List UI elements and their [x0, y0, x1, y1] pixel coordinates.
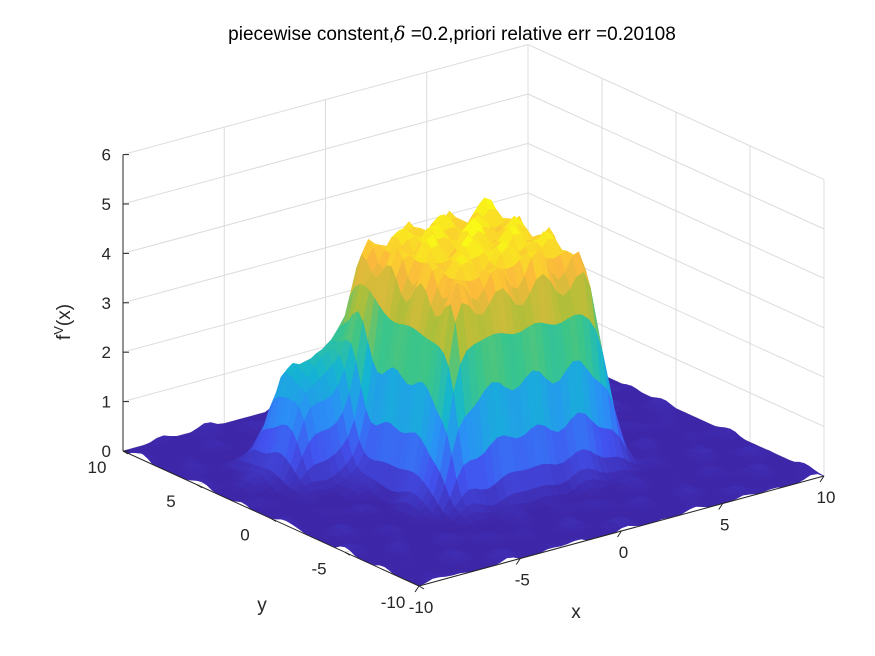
- z-tick-label: 4: [102, 244, 111, 263]
- x-tick-label: 0: [619, 543, 628, 562]
- grid-line: [122, 192, 529, 304]
- z-tick-label: 3: [102, 294, 111, 313]
- y-tick: [196, 484, 203, 489]
- x-tick-label: -10: [409, 598, 434, 617]
- y-tick: [344, 551, 351, 556]
- x-tick: [617, 530, 622, 538]
- y-tick-label: 0: [240, 526, 249, 545]
- y-tick-label: -10: [381, 593, 406, 612]
- z-tick-label: 2: [102, 343, 111, 362]
- z-tick-label: 0: [102, 442, 111, 461]
- grid-line: [122, 93, 529, 205]
- grid-line: [122, 142, 529, 254]
- grid-line: [527, 93, 825, 230]
- y-axis-label: y: [257, 595, 267, 616]
- x-tick: [819, 475, 825, 483]
- x-tick-label: -5: [515, 571, 530, 590]
- x-axis-label: x: [571, 602, 581, 623]
- chart-title: piecewise constent,δ =0.2,priori relativ…: [228, 23, 676, 45]
- grid-line: [122, 44, 529, 156]
- x-tick-label: 5: [720, 516, 729, 535]
- y-tick-label: -5: [311, 559, 326, 578]
- z-tick-label: 1: [102, 393, 111, 412]
- x-tick: [515, 558, 521, 565]
- y-tick-label: 10: [88, 458, 107, 477]
- z-axis-label: fV(x): [51, 304, 75, 340]
- x-tick-label: 10: [817, 488, 836, 507]
- y-tick: [270, 518, 277, 522]
- grid-line: [527, 44, 825, 181]
- grid-line: [527, 192, 825, 329]
- x-tick: [718, 503, 724, 510]
- z-tick-label: 5: [102, 195, 111, 214]
- x-tick: [414, 585, 420, 593]
- y-tick-label: 5: [166, 492, 175, 511]
- y-tick: [418, 585, 425, 590]
- surface-plot: [122, 197, 825, 587]
- z-tick-label: 6: [102, 146, 111, 165]
- grid-line: [527, 142, 825, 279]
